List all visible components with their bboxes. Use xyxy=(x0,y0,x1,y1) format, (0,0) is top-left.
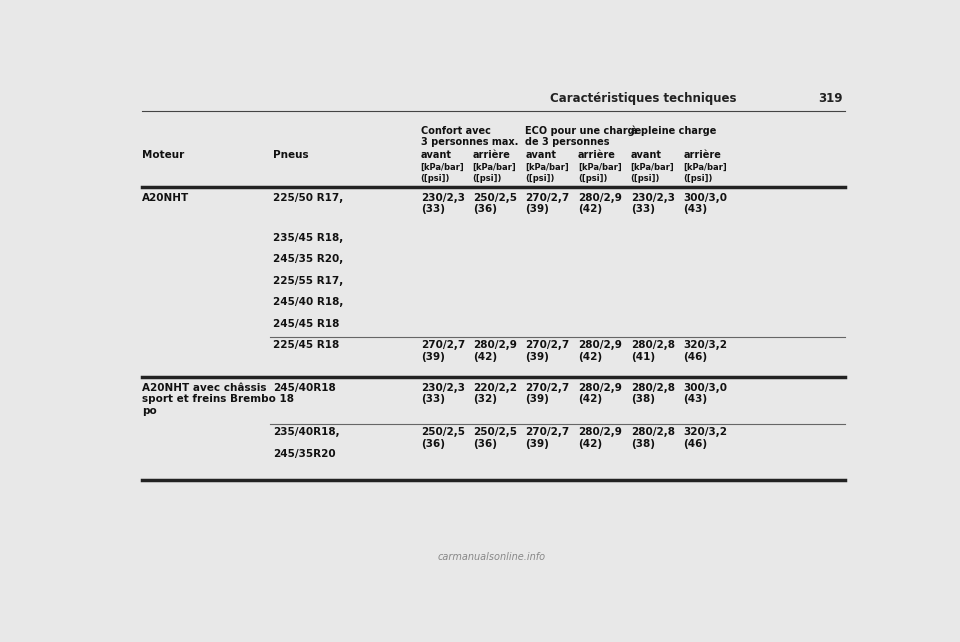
Text: 245/40R18: 245/40R18 xyxy=(274,383,336,393)
Text: A20NHT: A20NHT xyxy=(142,193,189,202)
Text: arrière: arrière xyxy=(578,150,616,160)
Text: 280/2,8
(38): 280/2,8 (38) xyxy=(631,383,675,404)
Text: avant: avant xyxy=(631,150,661,160)
Text: 319: 319 xyxy=(819,92,843,105)
Text: 300/3,0
(43): 300/3,0 (43) xyxy=(684,383,728,404)
Text: Confort avec
3 personnes max.: Confort avec 3 personnes max. xyxy=(420,126,518,147)
Text: 270/2,7
(39): 270/2,7 (39) xyxy=(525,383,569,404)
Text: 225/45 R18: 225/45 R18 xyxy=(274,340,340,351)
Text: 225/50 R17,: 225/50 R17, xyxy=(274,193,344,202)
Text: [kPa/bar]
([psi]): [kPa/bar] ([psi]) xyxy=(472,163,516,183)
Text: 245/45 R18: 245/45 R18 xyxy=(274,319,340,329)
Text: ECO pour une charge
de 3 personnes: ECO pour une charge de 3 personnes xyxy=(525,126,641,147)
Text: 320/3,2
(46): 320/3,2 (46) xyxy=(684,428,728,449)
Text: avant: avant xyxy=(525,150,557,160)
Text: 245/40 R18,: 245/40 R18, xyxy=(274,297,344,308)
Text: 280/2,9
(42): 280/2,9 (42) xyxy=(578,428,622,449)
Text: 300/3,0
(43): 300/3,0 (43) xyxy=(684,193,728,214)
Text: 280/2,8
(41): 280/2,8 (41) xyxy=(631,340,675,362)
Text: A20NHT avec châssis
sport et freins Brembo 18
po: A20NHT avec châssis sport et freins Brem… xyxy=(142,383,294,416)
Text: Moteur: Moteur xyxy=(142,150,184,160)
Text: 270/2,7
(39): 270/2,7 (39) xyxy=(525,340,569,362)
Text: 245/35 R20,: 245/35 R20, xyxy=(274,254,344,264)
Text: 225/55 R17,: 225/55 R17, xyxy=(274,275,344,286)
Text: 245/35R20: 245/35R20 xyxy=(274,449,336,459)
Text: 250/2,5
(36): 250/2,5 (36) xyxy=(472,193,516,214)
Text: arrière: arrière xyxy=(684,150,721,160)
Text: 220/2,2
(32): 220/2,2 (32) xyxy=(472,383,516,404)
Text: 280/2,9
(42): 280/2,9 (42) xyxy=(578,193,622,214)
Text: 250/2,5
(36): 250/2,5 (36) xyxy=(472,428,516,449)
Text: 235/45 R18,: 235/45 R18, xyxy=(274,232,344,243)
Text: 250/2,5
(36): 250/2,5 (36) xyxy=(420,428,465,449)
Text: 235/40R18,: 235/40R18, xyxy=(274,428,340,437)
Text: [kPa/bar]
([psi]): [kPa/bar] ([psi]) xyxy=(420,163,465,183)
Text: 280/2,9
(42): 280/2,9 (42) xyxy=(472,340,516,362)
Text: 270/2,7
(39): 270/2,7 (39) xyxy=(525,428,569,449)
Text: 230/2,3
(33): 230/2,3 (33) xyxy=(420,193,465,214)
Text: 230/2,3
(33): 230/2,3 (33) xyxy=(631,193,675,214)
Text: à pleine charge: à pleine charge xyxy=(631,126,716,136)
Text: avant: avant xyxy=(420,150,452,160)
Text: 320/3,2
(46): 320/3,2 (46) xyxy=(684,340,728,362)
Text: [kPa/bar]
([psi]): [kPa/bar] ([psi]) xyxy=(525,163,569,183)
Text: [kPa/bar]
([psi]): [kPa/bar] ([psi]) xyxy=(631,163,675,183)
Text: 280/2,8
(38): 280/2,8 (38) xyxy=(631,428,675,449)
Text: Pneus: Pneus xyxy=(274,150,309,160)
Text: carmanualsonline.info: carmanualsonline.info xyxy=(438,552,546,562)
Text: 270/2,7
(39): 270/2,7 (39) xyxy=(420,340,465,362)
Text: 280/2,9
(42): 280/2,9 (42) xyxy=(578,383,622,404)
Text: 230/2,3
(33): 230/2,3 (33) xyxy=(420,383,465,404)
Text: 270/2,7
(39): 270/2,7 (39) xyxy=(525,193,569,214)
Text: 280/2,9
(42): 280/2,9 (42) xyxy=(578,340,622,362)
Text: Caractéristiques techniques: Caractéristiques techniques xyxy=(550,92,736,105)
Text: [kPa/bar]
([psi]): [kPa/bar] ([psi]) xyxy=(578,163,622,183)
Text: [kPa/bar]
([psi]): [kPa/bar] ([psi]) xyxy=(684,163,727,183)
Text: arrière: arrière xyxy=(472,150,511,160)
